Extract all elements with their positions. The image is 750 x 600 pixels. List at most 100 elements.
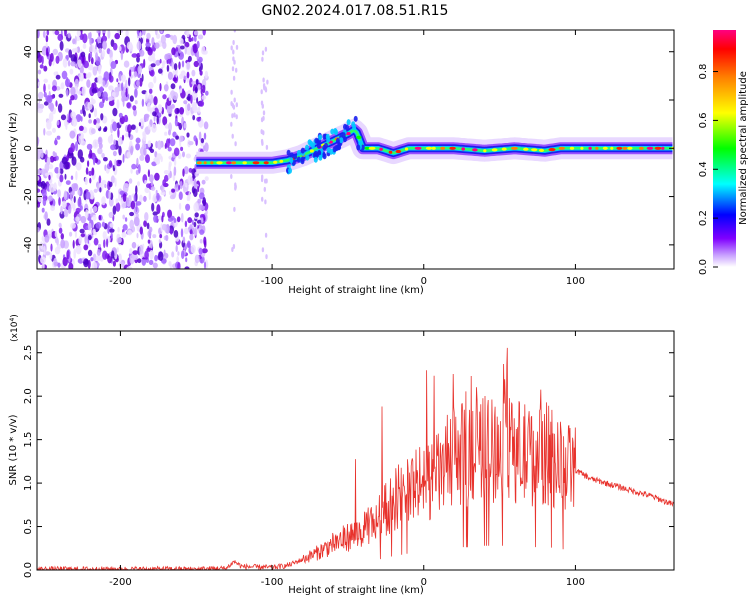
noise-blob: [85, 73, 89, 79]
noise-blob: [193, 178, 197, 189]
chart-title: GN02.2024.017.08.51.R15: [262, 3, 449, 19]
noise-blob: [169, 170, 172, 179]
noise-blob: [230, 121, 233, 127]
snr-series-line: [37, 347, 674, 570]
noise-blob: [103, 239, 106, 249]
noise-blob: [179, 107, 185, 115]
signal-scatter: [300, 158, 305, 165]
noise-blob: [43, 78, 48, 84]
signal-scatter: [325, 133, 330, 140]
noise-blob: [68, 205, 72, 214]
noise-blob: [93, 188, 98, 193]
signal-scatter: [356, 144, 361, 151]
noise-blob: [161, 60, 165, 69]
noise-blob: [79, 72, 84, 82]
y-tick-label: 0: [23, 145, 34, 151]
y-tick-label: -40: [23, 237, 34, 253]
noise-blob: [37, 181, 44, 187]
signal-hotspot: [356, 135, 362, 139]
noise-blob: [71, 117, 78, 127]
noise-blob: [134, 88, 138, 98]
noise-blob: [59, 40, 64, 51]
noise-blob: [146, 183, 151, 188]
noise-blob: [184, 266, 190, 269]
noise-blob: [230, 174, 233, 179]
noise-blob: [172, 34, 178, 45]
noise-blob: [135, 202, 138, 213]
noise-blob: [194, 254, 200, 264]
noise-blob: [184, 46, 187, 55]
noise-blob: [135, 185, 138, 195]
signal-hotspot: [431, 146, 436, 150]
noise-blob: [115, 198, 119, 204]
noise-blob: [191, 80, 197, 86]
signal-hotspot: [627, 146, 633, 150]
noise-blob: [102, 250, 108, 260]
noise-blob: [108, 75, 114, 83]
noise-blob: [145, 91, 148, 101]
noise-blob: [164, 223, 167, 233]
noise-blob: [82, 43, 87, 49]
noise-blob: [168, 94, 172, 102]
noise-blob: [64, 78, 71, 87]
y-tick-label: 1.5: [23, 432, 34, 448]
noise-blob: [107, 96, 114, 102]
noise-blob: [198, 247, 203, 255]
noise-blob: [99, 86, 104, 93]
noise-blob: [54, 246, 61, 255]
noise-blob: [101, 196, 106, 206]
noise-blob: [137, 65, 143, 74]
noise-blob: [121, 134, 125, 141]
snr-x-ticks: -200 -100 0 100: [109, 331, 585, 588]
noise-blob: [37, 150, 41, 160]
signal-hotspot: [491, 148, 498, 152]
noise-blob: [176, 255, 179, 263]
noise-blob: [173, 230, 179, 238]
noise-blob: [193, 202, 199, 213]
noise-blob: [151, 123, 157, 133]
noise-blob: [101, 49, 106, 58]
noise-blob: [129, 211, 135, 217]
noise-blob: [72, 202, 76, 212]
noise-blob: [82, 33, 88, 44]
noise-blob: [264, 232, 268, 238]
y-tick-label: 2.5: [23, 345, 34, 361]
noise-blob: [37, 227, 40, 233]
noise-blob: [132, 254, 139, 260]
noise-blob: [152, 262, 158, 269]
noise-blob: [67, 32, 71, 39]
noise-blob: [47, 84, 51, 90]
noise-blob: [199, 239, 203, 244]
noise-blob: [86, 79, 91, 88]
noise-blob: [129, 219, 134, 229]
noise-blob: [45, 35, 49, 43]
noise-blob: [183, 122, 187, 129]
noise-blob: [139, 226, 143, 235]
noise-blob: [112, 42, 118, 51]
noise-blob: [139, 194, 143, 203]
noise-blob: [154, 172, 160, 181]
noise-blob: [39, 256, 46, 264]
noise-blob: [89, 177, 92, 184]
noise-blob: [198, 204, 205, 211]
noise-blob: [45, 47, 49, 57]
noise-blob: [55, 155, 59, 161]
noise-blob: [196, 97, 199, 104]
noise-blob: [234, 141, 237, 147]
noise-blob: [69, 68, 74, 75]
noise-blob: [71, 183, 78, 190]
noise-blob: [135, 143, 141, 151]
noise-blob: [75, 207, 81, 214]
noise-blob: [77, 189, 81, 196]
signal-scatter: [324, 142, 328, 149]
noise-blob: [158, 251, 164, 261]
noise-blob: [76, 162, 82, 171]
noise-blob: [149, 174, 154, 183]
signal-hotspot: [602, 146, 608, 150]
snr-x-label: Height of straight line (km): [288, 585, 424, 596]
noise-blob: [168, 122, 173, 132]
noise-blob: [185, 257, 188, 263]
noise-blob: [156, 204, 161, 215]
noise-blob: [108, 211, 114, 219]
noise-blob: [78, 235, 83, 245]
